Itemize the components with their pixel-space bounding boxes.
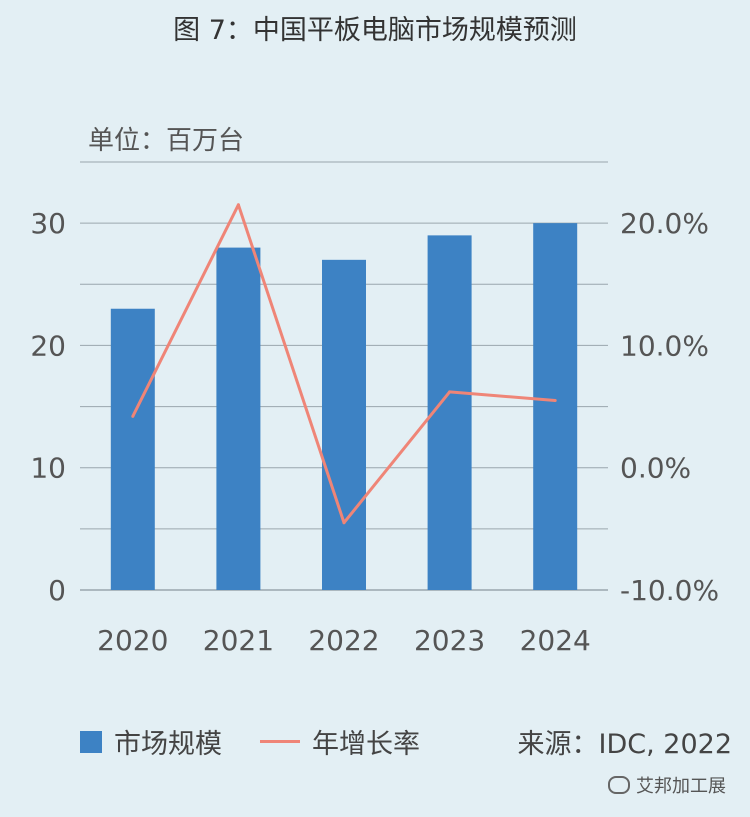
watermark-text: 艾邦加工展: [636, 776, 726, 797]
y-left-tick-label: 30: [30, 207, 66, 240]
y-right-tick-label: 10.0%: [620, 329, 709, 362]
legend-line-label: 年增长率: [312, 729, 420, 760]
legend: 市场规模 年增长率: [80, 722, 420, 761]
y-left-tick-label: 20: [30, 329, 66, 362]
unit-label: 单位：百万台: [88, 126, 245, 156]
y-right-tick-label: -10.0%: [620, 574, 719, 607]
x-tick-label: 2024: [520, 624, 591, 657]
x-tick-label: 2023: [414, 624, 485, 657]
growth-rate-point: [342, 521, 346, 525]
chart-title: 图 7：中国平板电脑市场规模预测: [173, 15, 577, 46]
x-tick-label: 2020: [97, 624, 168, 657]
chart-svg: 2020 2021 2022 2023 2024 0 10 20 30 -10.0% 0.0% 10.…: [30, 161, 719, 657]
bar-2020: [110, 308, 155, 590]
bar-2022: [322, 259, 366, 590]
growth-rate-point: [236, 203, 240, 207]
source-note: 来源：IDC, 2022: [517, 729, 732, 760]
y-right-tick-label: 20.0%: [620, 207, 709, 240]
legend-bar-swatch: [80, 730, 102, 753]
legend-line-swatch: [260, 740, 300, 743]
growth-rate-point: [553, 398, 557, 402]
watermark: 艾邦加工展: [608, 772, 726, 798]
legend-bar-label: 市场规模: [114, 729, 222, 760]
bar-2023: [427, 235, 472, 590]
y-right-tick-label: 0.0%: [620, 452, 691, 485]
y-left-tick-label: 0: [48, 574, 66, 607]
growth-rate-point: [448, 390, 452, 394]
chat-bubble-icon: [608, 776, 630, 794]
y-left-tick-label: 10: [30, 452, 66, 485]
x-tick-label: 2021: [203, 624, 274, 657]
bar-2021: [216, 247, 261, 590]
growth-rate-point: [131, 414, 135, 418]
bar-2024: [533, 223, 578, 590]
x-tick-label: 2022: [308, 624, 379, 657]
